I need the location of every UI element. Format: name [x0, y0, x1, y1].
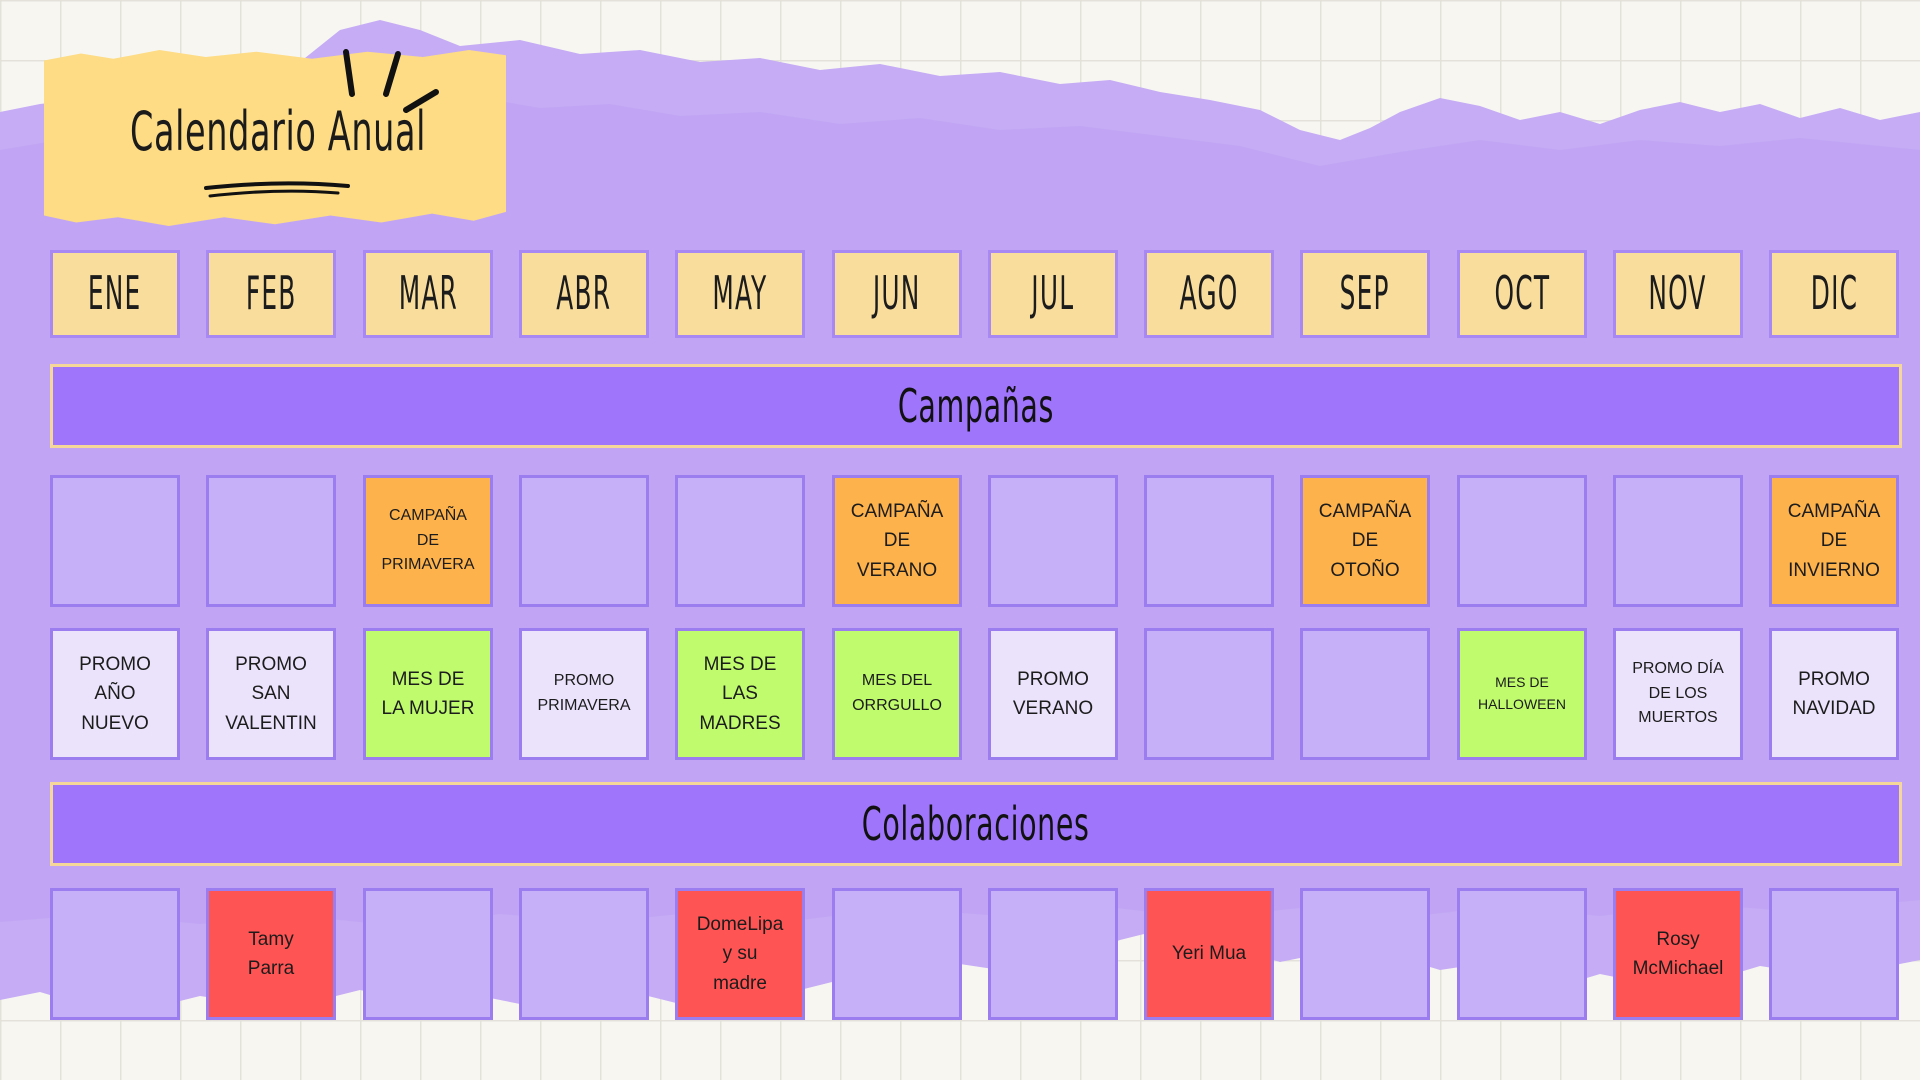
month-header-feb: FEB	[206, 250, 336, 338]
empty-collaboration-cell	[1457, 888, 1587, 1020]
empty-collaboration-cell	[988, 888, 1118, 1020]
month-header-sep: SEP	[1300, 250, 1430, 338]
collaboration-cell: Tamy Parra	[206, 888, 336, 1020]
month-label: OCT	[1494, 266, 1550, 321]
month-label: MAY	[712, 266, 768, 321]
empty-campaign-cell	[1457, 475, 1587, 607]
collaboration-cell: Yeri Mua	[1144, 888, 1274, 1020]
month-label: AGO	[1179, 266, 1239, 321]
empty-collaboration-cell	[50, 888, 180, 1020]
month-header-ago: AGO	[1144, 250, 1274, 338]
month-header-nov: NOV	[1613, 250, 1743, 338]
campaign-cell: CAMPAÑA DE INVIERNO	[1769, 475, 1899, 607]
month-label: MAR	[398, 266, 458, 321]
sparkle-icon	[343, 49, 439, 113]
collaboration-cell: Rosy McMichael	[1613, 888, 1743, 1020]
empty-promo-cell	[1144, 628, 1274, 760]
month-label: JUN	[873, 266, 921, 321]
theme-month-cell: MES DE LAS MADRES	[675, 628, 805, 760]
empty-campaign-cell	[675, 475, 805, 607]
title-underline	[204, 181, 350, 198]
theme-month-cell: MES DEL ORRGULLO	[832, 628, 962, 760]
month-header-jul: JUL	[988, 250, 1118, 338]
month-label: ABR	[556, 266, 612, 321]
campaign-cell: CAMPAÑA DE VERANO	[832, 475, 962, 607]
promo-cell: PROMO DÍA DE LOS MUERTOS	[1613, 628, 1743, 760]
section-banner-collaborations: Colaboraciones	[50, 782, 1902, 866]
theme-month-cell: MES DE HALLOWEEN	[1457, 628, 1587, 760]
section-title-collaborations: Colaboraciones	[862, 797, 1090, 851]
month-header-dic: DIC	[1769, 250, 1899, 338]
promo-cell: PROMO AÑO NUEVO	[50, 628, 180, 760]
month-header-jun: JUN	[832, 250, 962, 338]
collaboration-cell: DomeLipa y su madre	[675, 888, 805, 1020]
empty-campaign-cell	[988, 475, 1118, 607]
empty-campaign-cell	[1613, 475, 1743, 607]
month-label: NOV	[1648, 266, 1708, 321]
empty-collaboration-cell	[1300, 888, 1430, 1020]
empty-promo-cell	[1300, 628, 1430, 760]
empty-collaboration-cell	[832, 888, 962, 1020]
empty-campaign-cell	[206, 475, 336, 607]
promo-cell: PROMO VERANO	[988, 628, 1118, 760]
month-label: SEP	[1339, 266, 1391, 321]
promo-cell: PROMO NAVIDAD	[1769, 628, 1899, 760]
month-label: ENE	[88, 266, 142, 321]
campaign-cell: CAMPAÑA DE OTOÑO	[1300, 475, 1430, 607]
empty-campaign-cell	[50, 475, 180, 607]
month-header-mar: MAR	[363, 250, 493, 338]
promo-cell: PROMO PRIMAVERA	[519, 628, 649, 760]
theme-month-cell: MES DE LA MUJER	[363, 628, 493, 760]
month-header-may: MAY	[675, 250, 805, 338]
month-header-ene: ENE	[50, 250, 180, 338]
page-title: Calendario Anual	[130, 100, 427, 163]
title-note	[44, 50, 506, 226]
month-label: DIC	[1810, 266, 1858, 321]
campaign-cell: CAMPAÑA DE PRIMAVERA	[363, 475, 493, 607]
promo-cell: PROMO SAN VALENTIN	[206, 628, 336, 760]
month-header-oct: OCT	[1457, 250, 1587, 338]
empty-collaboration-cell	[1769, 888, 1899, 1020]
empty-campaign-cell	[1144, 475, 1274, 607]
empty-campaign-cell	[519, 475, 649, 607]
empty-collaboration-cell	[363, 888, 493, 1020]
month-label: JUL	[1031, 266, 1075, 321]
section-title-campaigns: Campañas	[897, 379, 1055, 433]
empty-collaboration-cell	[519, 888, 649, 1020]
month-header-abr: ABR	[519, 250, 649, 338]
section-banner-campaigns: Campañas	[50, 364, 1902, 448]
month-label: FEB	[245, 266, 297, 321]
